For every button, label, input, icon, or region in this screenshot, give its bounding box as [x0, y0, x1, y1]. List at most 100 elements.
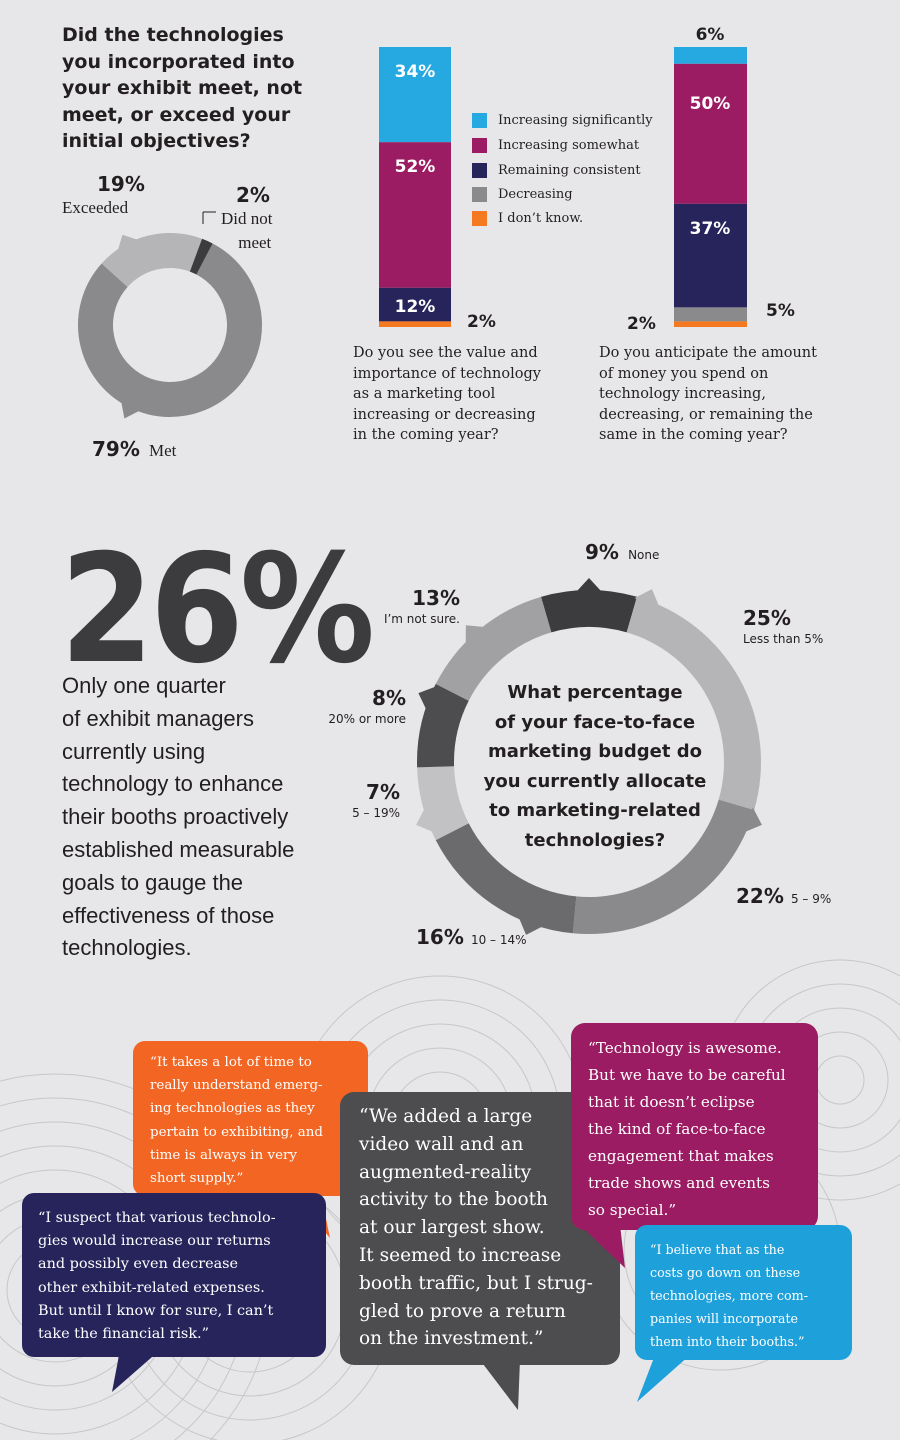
pointer	[743, 807, 762, 833]
caption-line: same in the coming year?	[599, 427, 788, 443]
bar-label: 2%	[627, 314, 656, 334]
exceeded-label: Exceeded	[62, 198, 129, 217]
quote-line: short supply.”	[150, 1171, 244, 1187]
quote-line: panies will incorporate	[650, 1311, 799, 1326]
quote-line: “Technology is awesome.	[588, 1039, 782, 1057]
quote-line: technologies, more com-	[650, 1288, 808, 1303]
stat-line: their booths proactively	[62, 804, 289, 830]
donut2-question: What percentage of your face-to-face mar…	[460, 678, 730, 856]
bar-segment-i-don-t-know	[674, 321, 747, 327]
quote-line: so special.”	[588, 1201, 677, 1219]
quote-line: pertain to exhibiting, and	[150, 1124, 323, 1140]
legend-label: Remaining consistent	[498, 162, 641, 178]
bubble-navy-tail	[112, 1350, 160, 1392]
label-not-sure: 13% I’m not sure.	[370, 586, 460, 626]
quote-line: on the investment.”	[359, 1328, 544, 1350]
legend-swatch	[472, 186, 487, 202]
quote-line: “I suspect that various technolo-	[38, 1210, 276, 1226]
quote-line: video wall and an	[359, 1133, 524, 1155]
label-pct: 8%	[372, 686, 406, 710]
met-pct: 79%	[92, 437, 140, 461]
legend-label: I don’t know.	[498, 210, 584, 226]
label-pct: 22%	[736, 884, 784, 908]
bar-label: 50%	[690, 94, 731, 114]
bar-segment-i-don-t-know	[379, 321, 451, 327]
bar-label: 34%	[395, 62, 436, 82]
question-line: you incorporated into	[62, 50, 295, 73]
stat-line: of exhibit managers	[62, 705, 254, 731]
legend-swatch	[472, 162, 487, 178]
label-text: 10 – 14%	[470, 933, 527, 947]
bubble-orange	[133, 1041, 368, 1196]
stat-line: currently using	[62, 738, 206, 764]
stat-line: goals to gauge the	[62, 869, 244, 895]
donut-slice-did-not-meet	[189, 238, 213, 275]
label-5-9: 22% 5 – 9%	[736, 884, 831, 908]
quote-line: other exhibit-related expenses.	[38, 1279, 265, 1296]
bar-segment-decreasing	[674, 307, 747, 322]
legend-swatch	[472, 210, 487, 226]
quote-line: and possibly even decrease	[38, 1256, 239, 1273]
donut-slice-met	[77, 243, 262, 417]
legend-label: Increasing somewhat	[498, 137, 640, 153]
quote-line: But until I know for sure, I can’t	[38, 1302, 274, 1319]
quote-line: trade shows and events	[588, 1174, 770, 1192]
legend: Increasing significantly Increasing some…	[472, 110, 672, 230]
legend-item: Decreasing	[472, 184, 573, 204]
legend-swatch	[472, 137, 487, 153]
bar-segment-increasing-significantly	[674, 47, 747, 64]
donut2-question-line: marketing budget do	[487, 741, 702, 763]
bubble-gray-tail	[480, 1360, 520, 1410]
label-pct: 7%	[366, 780, 400, 804]
caption-line: Do you anticipate the amount	[599, 345, 817, 361]
bar-segment-remaining-consistent	[674, 203, 747, 308]
quote-line: really understand emerg-	[150, 1078, 323, 1094]
bubble-magenta-tail	[580, 1225, 625, 1268]
label-pct: 9%	[585, 540, 619, 564]
stat-line: effectiveness of those	[62, 902, 275, 928]
caption-line: decreasing, or remaining the	[599, 406, 813, 423]
label-text: 5 – 19%	[352, 806, 400, 820]
question-line: your exhibit meet, not	[62, 77, 303, 99]
quote-line: gled to prove a return	[359, 1300, 566, 1322]
bubble-magenta	[571, 1023, 818, 1230]
bar-segment-increasing-significantly	[379, 47, 451, 143]
caption-line: of money you spend on	[599, 365, 769, 382]
pointer	[465, 625, 486, 645]
donut2-question-line: What percentage	[507, 682, 683, 703]
pointer-met	[120, 400, 141, 419]
bar1-caption: Do you see the value and importance of t…	[353, 343, 583, 446]
bar-segment-increasing-somewhat	[379, 142, 451, 288]
pointer	[575, 578, 603, 593]
met-label-group: 79% Met	[92, 437, 176, 461]
bar-label: 6%	[696, 25, 725, 45]
label-5-19: 7% 5 – 19%	[352, 780, 400, 820]
donut-slice-7	[435, 596, 552, 701]
quote-line: “I believe that as the	[650, 1242, 785, 1257]
quote-magenta: “Technology is awesome. But we have to b…	[588, 1035, 810, 1224]
quote-line: ing technologies as they	[150, 1101, 315, 1117]
exceeded-pct: 19%	[97, 172, 145, 196]
legend-item: Remaining consistent	[472, 160, 641, 180]
quote-orange: “It takes a lot of time to really unders…	[150, 1051, 350, 1190]
quote-line: booth traffic, but I strug-	[359, 1272, 593, 1294]
quote-line: them into their booths.”	[650, 1334, 805, 1349]
not-met-pct: 2%	[236, 183, 270, 207]
label-text: None	[628, 548, 660, 562]
bar-label: 5%	[766, 301, 795, 321]
legend-item: Increasing significantly	[472, 110, 653, 130]
met-label: Met	[148, 441, 177, 460]
label-20-or-more: 8% 20% or more	[324, 686, 406, 726]
caption-line: increasing or decreasing	[353, 406, 536, 423]
caption-line: importance of technology	[353, 365, 541, 382]
caption-line: technology increasing,	[599, 386, 766, 402]
question-line: meet, or exceed your	[62, 103, 291, 126]
legend-label: Decreasing	[498, 186, 573, 202]
pointer	[518, 916, 544, 935]
stat-line: technologies.	[62, 935, 192, 961]
label-pct: 25%	[743, 606, 791, 630]
bar-label: 52%	[395, 157, 436, 177]
